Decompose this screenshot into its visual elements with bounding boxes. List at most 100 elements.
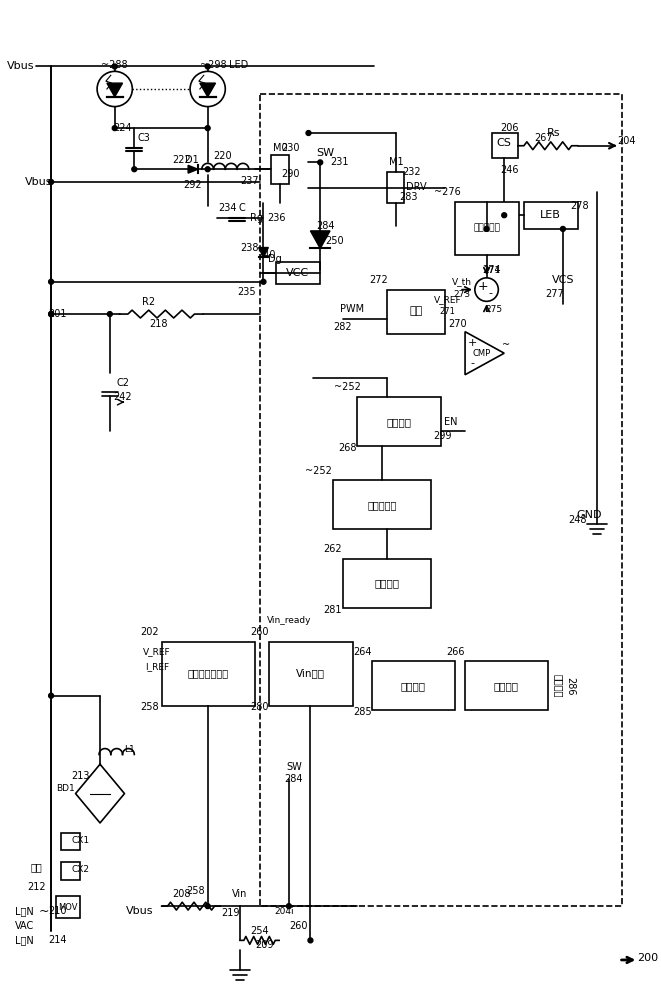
Circle shape (205, 167, 210, 172)
Text: 204: 204 (617, 136, 636, 146)
Text: DRV: DRV (406, 182, 426, 192)
Polygon shape (311, 231, 330, 248)
Text: 281: 281 (324, 605, 342, 615)
Circle shape (286, 904, 292, 909)
Bar (260, 94, 621, 906)
Text: 285: 285 (353, 707, 371, 717)
Text: 266: 266 (446, 647, 465, 657)
Text: SW: SW (316, 148, 334, 158)
Text: PWM: PWM (340, 304, 365, 314)
Text: 277: 277 (546, 289, 564, 299)
Circle shape (49, 312, 54, 317)
Text: +: + (468, 338, 478, 348)
Text: M0: M0 (273, 143, 288, 153)
Text: 275: 275 (485, 305, 502, 314)
FancyBboxPatch shape (333, 480, 431, 529)
Text: Dg: Dg (268, 254, 282, 264)
Text: GND: GND (576, 510, 602, 520)
Text: +: + (477, 280, 488, 293)
Text: Vin: Vin (232, 889, 248, 899)
FancyBboxPatch shape (56, 896, 81, 918)
Circle shape (190, 71, 225, 107)
Text: 260: 260 (251, 627, 269, 637)
Circle shape (107, 312, 112, 317)
Text: Vbus: Vbus (7, 61, 34, 71)
Text: 熔丝: 熔丝 (30, 862, 42, 872)
Circle shape (475, 278, 498, 301)
Circle shape (306, 131, 311, 135)
Text: 271: 271 (483, 266, 500, 275)
Polygon shape (107, 83, 122, 97)
Text: 200: 200 (637, 953, 658, 963)
Text: M1: M1 (389, 157, 404, 167)
Circle shape (484, 226, 489, 231)
Text: 272: 272 (369, 275, 388, 285)
FancyBboxPatch shape (465, 661, 548, 710)
Circle shape (49, 312, 54, 317)
Text: 299: 299 (434, 431, 452, 441)
Text: 271: 271 (440, 307, 455, 316)
Text: 283: 283 (399, 192, 418, 202)
Text: 212: 212 (27, 882, 46, 892)
Text: 290: 290 (282, 169, 300, 179)
Text: ~276: ~276 (434, 187, 461, 197)
Text: 268: 268 (338, 443, 357, 453)
Polygon shape (465, 332, 504, 375)
Polygon shape (258, 248, 268, 257)
FancyBboxPatch shape (276, 262, 320, 284)
Text: 273: 273 (453, 290, 471, 299)
Text: 270: 270 (448, 319, 467, 329)
Polygon shape (188, 165, 198, 173)
Text: Vbus: Vbus (24, 177, 52, 187)
FancyBboxPatch shape (387, 290, 446, 334)
Text: 231: 231 (330, 157, 349, 167)
Text: 267: 267 (534, 133, 553, 143)
Text: 282: 282 (333, 322, 352, 332)
Text: D1: D1 (185, 155, 199, 165)
Text: -: - (471, 358, 475, 368)
Text: C2: C2 (116, 378, 129, 388)
Text: 213: 213 (71, 771, 90, 781)
Circle shape (318, 160, 323, 165)
Text: ~252: ~252 (305, 466, 332, 476)
Text: I_REF: I_REF (145, 662, 169, 671)
Text: 236: 236 (267, 213, 286, 223)
Circle shape (49, 279, 54, 284)
Text: ~298: ~298 (200, 60, 227, 70)
Text: 250: 250 (326, 236, 344, 246)
Text: 202: 202 (141, 627, 159, 637)
Text: 214: 214 (49, 935, 67, 945)
Text: ~252: ~252 (334, 382, 361, 392)
FancyBboxPatch shape (162, 642, 254, 706)
Text: 206: 206 (500, 123, 518, 133)
Circle shape (561, 226, 565, 231)
Text: LED: LED (229, 60, 249, 70)
Text: 驱动: 驱动 (410, 306, 423, 316)
FancyBboxPatch shape (455, 202, 519, 255)
Text: 258: 258 (141, 702, 159, 712)
Text: 高低线补偿: 高低线补偿 (473, 223, 500, 232)
Text: ~: ~ (502, 340, 510, 350)
Text: R2: R2 (142, 297, 155, 307)
Text: CS: CS (497, 138, 512, 148)
Text: 基准电压和电流: 基准电压和电流 (187, 668, 228, 678)
Text: ~: ~ (39, 905, 50, 918)
FancyBboxPatch shape (372, 661, 455, 710)
Circle shape (205, 904, 210, 909)
Text: 278: 278 (570, 201, 589, 211)
Text: C3: C3 (137, 133, 151, 143)
Text: 电压锁位器: 电压锁位器 (368, 500, 397, 510)
Text: 220: 220 (213, 151, 231, 161)
Circle shape (112, 126, 117, 131)
Text: 262: 262 (324, 544, 342, 554)
FancyBboxPatch shape (269, 642, 352, 706)
Text: LEB: LEB (540, 210, 561, 220)
Circle shape (205, 64, 210, 69)
Text: 232: 232 (402, 167, 420, 177)
Text: 274: 274 (482, 265, 501, 275)
Text: 210: 210 (49, 906, 67, 916)
Text: 284: 284 (284, 774, 303, 784)
Text: EN: EN (444, 417, 457, 427)
FancyBboxPatch shape (343, 559, 431, 608)
Text: CX1: CX1 (71, 836, 89, 845)
